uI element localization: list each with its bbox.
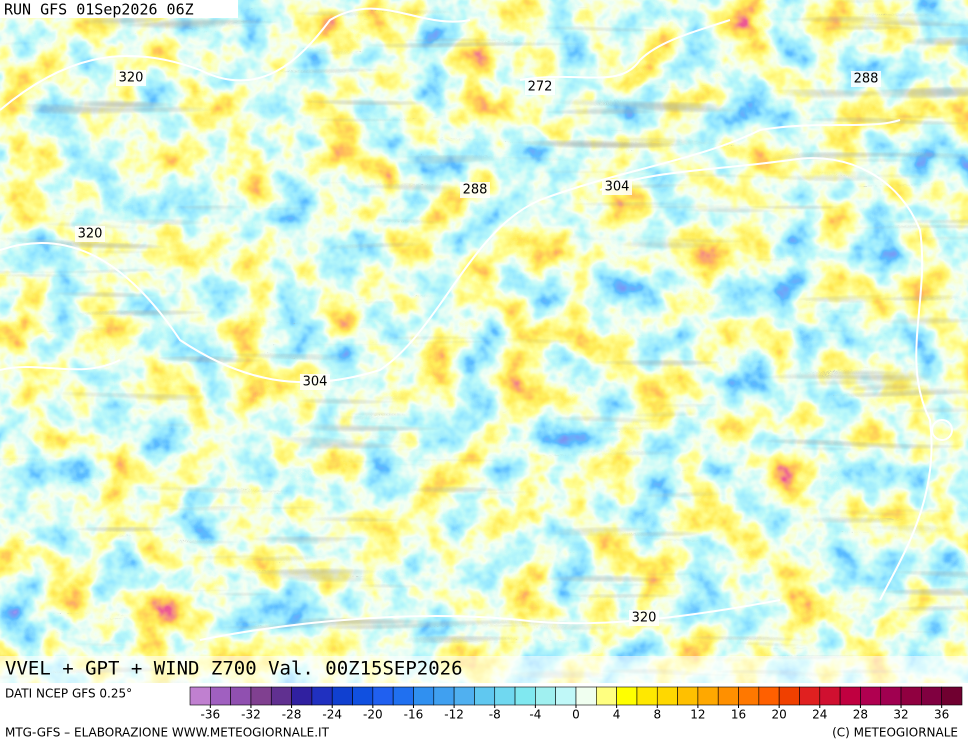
- colorbar-box: [738, 686, 760, 706]
- source-label: DATI NCEP GFS 0.25°: [5, 687, 132, 701]
- run-label: RUN GFS 01Sep2026 06Z: [4, 1, 194, 19]
- contour-label: 320: [632, 611, 657, 626]
- colorbar-box: [636, 686, 658, 706]
- colorbar-box: [596, 686, 617, 706]
- contour-label: 288: [463, 183, 488, 198]
- footer-right: (C) METEOGIORNALE: [832, 726, 958, 740]
- colorbar-box: [433, 686, 455, 706]
- contour-label-bg: [116, 70, 146, 86]
- colorbar-box: [900, 686, 922, 706]
- colorbar-box: [453, 686, 475, 706]
- colorbar-box: [717, 686, 739, 706]
- colorbar-tick-label: 36: [934, 708, 949, 722]
- colorbar-tick-label: 32: [893, 708, 908, 722]
- footer-left: MTG-GFS – ELABORAZIONE WWW.METEOGIORNALE…: [5, 726, 330, 740]
- colorbar-tick-label: -24: [322, 708, 342, 722]
- contour-label-bg: [629, 610, 659, 626]
- contour-labels: 320 272 288 320 288 304 304 320: [75, 70, 881, 626]
- colorbar-box: [616, 686, 638, 706]
- colorbar-box: [250, 686, 272, 706]
- colorbar-box: [352, 686, 374, 706]
- contour-label-bg: [75, 226, 105, 242]
- colorbar-box: [555, 686, 577, 706]
- colorbar-tick-label: 16: [731, 708, 746, 722]
- contour-label: 288: [854, 72, 879, 87]
- colorbar-tick-label: -20: [363, 708, 383, 722]
- colorbar-box: [839, 686, 861, 706]
- contour-label: 304: [303, 375, 328, 390]
- contour-label: 272: [528, 80, 553, 95]
- colorbar-box: [474, 686, 496, 706]
- colorbar-tick-label: 28: [853, 708, 868, 722]
- contour-label-bg: [602, 179, 632, 195]
- colorbar: -36 -32 -28 -24 -20 -16 -12 -8 -4 0 4 8 12 16 20 24 28 32…: [189, 686, 963, 722]
- colorbar-tick-label: -12: [444, 708, 464, 722]
- colorbar-box: [799, 686, 821, 706]
- colorbar-box: [331, 686, 353, 706]
- colorbar-box: [189, 686, 211, 706]
- colorbar-tick-label: -28: [282, 708, 302, 722]
- colorbar-box: [921, 686, 942, 706]
- colorbar-box: [291, 686, 313, 706]
- contour-label: 304: [605, 180, 630, 195]
- colorbar-box: [819, 686, 841, 706]
- map: [0, 0, 968, 683]
- colorbar-tick-label: -4: [529, 708, 541, 722]
- colorbar-box: [372, 686, 394, 706]
- colorbar-tick-label: -16: [404, 708, 424, 722]
- wind-streamlines: [0, 0, 968, 683]
- contour-label-bg: [300, 374, 330, 390]
- colorbar-box: [941, 686, 963, 706]
- header-box: [0, 0, 238, 18]
- colorbar-box: [494, 686, 516, 706]
- colorbar-box: [656, 686, 678, 706]
- colorbar-box: [210, 686, 231, 706]
- colorbar-box: [270, 686, 292, 706]
- colorbar-box: [514, 686, 536, 706]
- colorbar-box: [677, 686, 699, 706]
- colorbar-box: [535, 686, 556, 706]
- contour-label-bg: [851, 71, 881, 87]
- colorbar-tick-label: -36: [201, 708, 221, 722]
- colorbar-tick-label: 0: [572, 708, 580, 722]
- colorbar-tick-label: 8: [653, 708, 661, 722]
- gpt-contours: [0, 7, 953, 641]
- colorbar-tick-label: 20: [772, 708, 787, 722]
- title-band: [0, 656, 968, 683]
- colorbar-box: [575, 686, 597, 706]
- colorbar-box: [230, 686, 252, 706]
- colorbar-box: [860, 686, 882, 706]
- colorbar-box: [392, 686, 414, 706]
- colorbar-box: [778, 686, 800, 706]
- colorbar-box: [413, 686, 435, 706]
- contour-label: 320: [119, 71, 144, 86]
- colorbar-box: [758, 686, 780, 706]
- colorbar-tick-label: 24: [812, 708, 827, 722]
- colorbar-box: [880, 686, 902, 706]
- colorbar-box: [311, 686, 333, 706]
- colorbar-tick-label: 12: [690, 708, 705, 722]
- contour-label-bg: [460, 182, 490, 198]
- contour-label: 320: [78, 227, 103, 242]
- colorbar-box: [697, 686, 719, 706]
- map-title: VVEL + GPT + WIND Z700 Val. 00Z15SEP2026: [5, 658, 463, 680]
- colorbar-tick-label: 4: [613, 708, 621, 722]
- colorbar-tick-label: -8: [489, 708, 501, 722]
- contour-label-bg: [525, 79, 555, 95]
- colorbar-tick-label: -32: [241, 708, 261, 722]
